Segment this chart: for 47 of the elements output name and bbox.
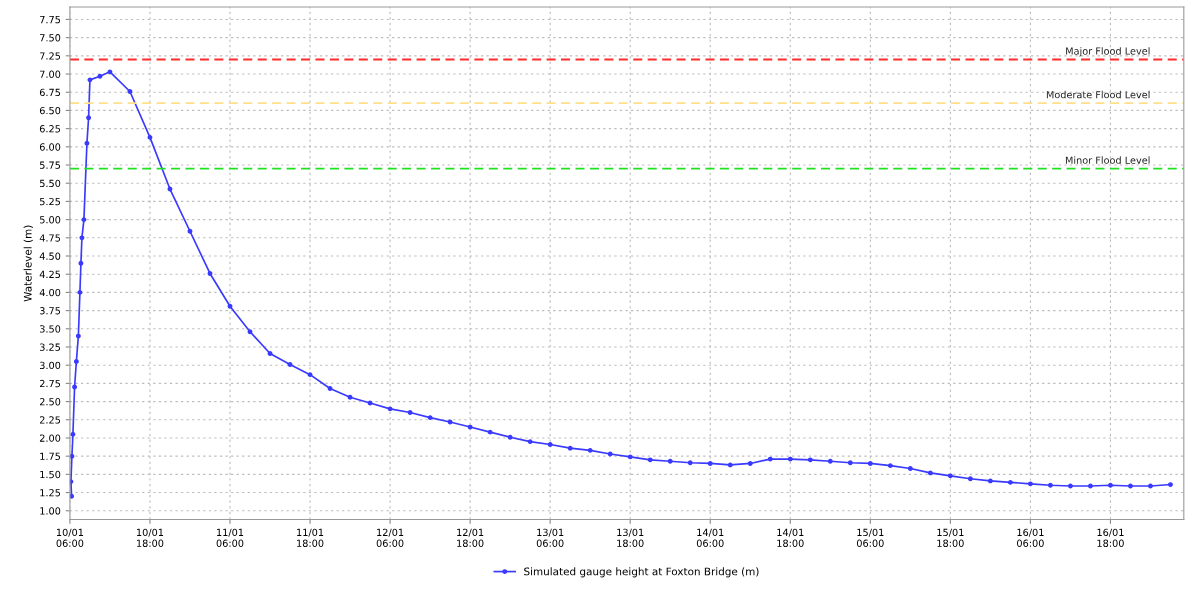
y-tick-label: 5.00: [39, 216, 61, 224]
x-tick-label: 11/01 06:00: [216, 528, 244, 547]
x-tick-label: 10/01 18:00: [137, 528, 164, 547]
y-tick-label: 4.00: [39, 288, 61, 297]
y-tick-label: 7.00: [40, 70, 61, 78]
y-tick-label: 2.25: [39, 416, 61, 424]
x-tick-label: 13/01 18:00: [617, 528, 644, 547]
y-tick-label: 6.00: [39, 143, 61, 151]
x-tick-label: 12/01 06:00: [376, 528, 404, 547]
y-tick-label: 2.75: [39, 379, 61, 388]
y-tick-label: 3.50: [39, 325, 61, 333]
ref-line-label: Minor Flood Level: [1065, 156, 1150, 164]
x-tick-label: 14/01 06:00: [696, 528, 724, 547]
y-tick-label: 1.00: [40, 507, 61, 515]
y-tick-label: 5.50: [39, 179, 61, 188]
x-tick-label: 15/01 06:00: [856, 528, 884, 547]
x-tick-label: 14/01 18:00: [777, 528, 804, 547]
ref-line-label: Major Flood Level: [1066, 47, 1150, 57]
x-tick-label: 16/01 18:00: [1097, 528, 1124, 547]
x-tick-label: 11/01 18:00: [297, 528, 324, 547]
y-tick-label: 3.25: [39, 343, 61, 351]
y-tick-label: 7.75: [40, 16, 61, 24]
y-tick-label: 5.75: [39, 161, 61, 169]
legend-label: Simulated gauge height at Foxton Bridge (m): [524, 567, 759, 578]
y-tick-label: 2.00: [39, 434, 61, 442]
y-tick-label: 1.75: [40, 452, 61, 460]
y-tick-label: 7.25: [40, 52, 61, 60]
y-tick-label: 4.50: [39, 252, 61, 260]
y-tick-label: 3.75: [39, 307, 61, 315]
x-tick-label: 15/01 18:00: [937, 528, 964, 547]
y-tick-label: 4.25: [39, 270, 61, 279]
y-tick-label: 3.00: [39, 361, 61, 370]
y-tick-label: 6.50: [39, 106, 61, 115]
y-tick-label: 5.25: [39, 197, 61, 206]
y-tick-label: 6.75: [39, 88, 61, 97]
ref-line-label: Moderate Flood Level: [1046, 90, 1150, 99]
y-tick-label: 1.50: [40, 470, 61, 479]
y-tick-label: 4.75: [39, 234, 61, 242]
y-axis-title: Waterlevel (m): [23, 225, 33, 302]
y-tick-label: 7.50: [40, 34, 61, 42]
x-tick-label: 10/01 06:00: [56, 528, 84, 547]
x-tick-label: 13/01 06:00: [536, 528, 564, 547]
x-tick-label: 16/01 06:00: [1017, 528, 1044, 547]
y-tick-label: 6.25: [39, 125, 61, 133]
y-tick-label: 1.25: [40, 489, 61, 497]
y-tick-label: 2.50: [39, 398, 61, 406]
x-tick-label: 12/01 18:00: [457, 528, 484, 547]
